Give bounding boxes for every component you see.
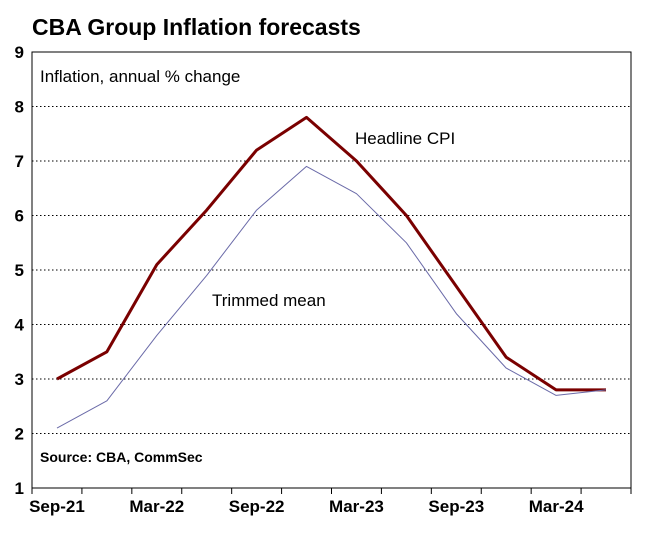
y-tick-label: 4 — [15, 316, 25, 335]
gridlines — [32, 106, 631, 434]
y-tick-label: 3 — [15, 370, 24, 389]
y-tick-label: 7 — [15, 152, 24, 171]
source-note: Source: CBA, CommSec — [40, 449, 203, 465]
x-tick-label: Mar-23 — [329, 497, 384, 516]
y-tick-label: 6 — [15, 207, 24, 226]
y-tick-label: 9 — [15, 43, 24, 62]
legend-label-headline-cpi: Headline CPI — [355, 129, 455, 148]
series-lines — [56, 115, 607, 429]
series-line-headline-cpi — [56, 115, 606, 392]
axes — [31, 51, 632, 494]
y-tick-label: 5 — [15, 261, 24, 280]
x-tick-label: Sep-22 — [229, 497, 285, 516]
y-tick-labels: 1 2 3 4 5 6 7 8 9 — [15, 43, 25, 498]
y-tick-label: 8 — [15, 98, 24, 117]
x-tick-label: Sep-23 — [428, 497, 484, 516]
x-tick-labels: Sep-21 Mar-22 Sep-22 Mar-23 Sep-23 Mar-24 — [29, 497, 584, 516]
y-axis-label: Inflation, annual % change — [40, 67, 240, 86]
y-tick-label: 2 — [15, 425, 24, 444]
x-tick-label: Mar-22 — [129, 497, 184, 516]
x-tick-label: Sep-21 — [29, 497, 85, 516]
y-tick-label: 1 — [15, 479, 24, 498]
x-tick-label: Mar-24 — [529, 497, 584, 516]
legend-label-trimmed-mean: Trimmed mean — [212, 291, 326, 310]
chart-title: CBA Group Inflation forecasts — [32, 14, 361, 40]
series-line-trimmed-mean — [56, 165, 607, 429]
